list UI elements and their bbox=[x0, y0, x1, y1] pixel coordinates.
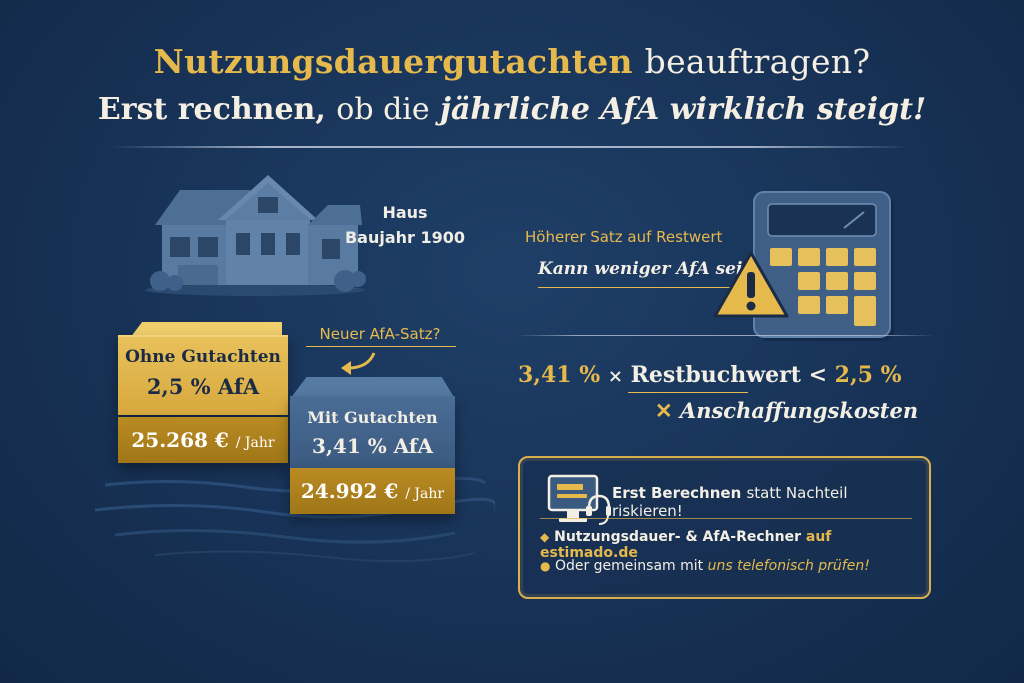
afa-formula-line2: ✕ Anschaffungskosten bbox=[655, 398, 919, 423]
mit-gutachten-card bbox=[290, 396, 455, 468]
hoeherer-satz-label: Höherer Satz auf Restwert bbox=[525, 228, 723, 246]
ohne-card-lid bbox=[130, 322, 282, 338]
bullet-dot-icon: ◆ bbox=[540, 530, 550, 544]
afa-formula-line1: 3,41 % × Restbuchwert < 2,5 % bbox=[518, 362, 902, 388]
page-subtitle: Erst rechnen, ob die jährliche AfA wirkl… bbox=[97, 92, 927, 127]
mit-gutachten-label: Mit Gutachten bbox=[307, 408, 438, 427]
page-title: Nutzungsdauergutachten beauftragen? bbox=[153, 42, 871, 81]
house-label: Haus Baujahr 1900 bbox=[344, 203, 466, 247]
calculator-icon bbox=[753, 191, 894, 341]
cta-heading: Erst Berechnen statt Nachteil riskieren! bbox=[612, 484, 848, 520]
mit-gutachten-amount: 24.992 € / Jahr bbox=[300, 479, 445, 503]
mit-card-lid bbox=[290, 377, 455, 399]
header-divider bbox=[110, 146, 910, 148]
neuer-afa-satz-label: Neuer AfA-Satz? bbox=[319, 325, 441, 343]
neuer-afa-underline bbox=[306, 346, 456, 347]
cta-bullet-telefon[interactable]: ● Oder gemeinsam mit uns telefonisch prü… bbox=[540, 558, 870, 574]
warning-underline bbox=[538, 287, 738, 288]
ohne-gutachten-label: Ohne Gutachten bbox=[125, 347, 281, 367]
weniger-afa-warning: Kann weniger AfA sein! bbox=[538, 259, 763, 279]
right-divider bbox=[515, 335, 935, 336]
curved-arrow-icon bbox=[341, 352, 376, 375]
warning-icon bbox=[713, 251, 789, 318]
ohne-gutachten-amount: 25.268 € / Jahr bbox=[131, 428, 275, 452]
mit-gutachten-rate: 3,41 % AfA bbox=[312, 434, 433, 458]
cta-divider bbox=[540, 518, 912, 519]
ohne-gutachten-value-bar bbox=[118, 417, 288, 463]
estimado-link[interactable]: auf estimado.de bbox=[540, 529, 832, 561]
telefon-link[interactable]: uns telefonisch prüfen! bbox=[707, 558, 870, 574]
bullet-dot-icon: ● bbox=[540, 559, 551, 573]
monitor-headset-icon bbox=[547, 474, 611, 525]
formula-underline bbox=[628, 392, 748, 393]
ohne-gutachten-card bbox=[118, 335, 288, 415]
house-icon bbox=[145, 175, 366, 296]
ohne-gutachten-rate: 2,5 % AfA bbox=[146, 374, 260, 399]
mit-gutachten-value-bar bbox=[290, 468, 455, 514]
cta-bullet-rechner[interactable]: ◆ Nutzungsdauer- & AfA-Rechner auf estim… bbox=[540, 529, 832, 561]
